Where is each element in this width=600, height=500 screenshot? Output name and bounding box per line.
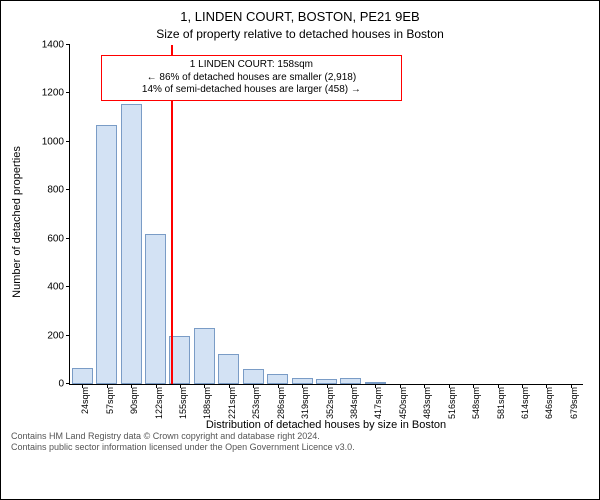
y-tick-label: 1000 <box>42 136 70 147</box>
x-tick-mark <box>204 384 205 388</box>
x-axis-label: Distribution of detached houses by size … <box>69 419 583 431</box>
x-tick-mark <box>424 384 425 388</box>
x-tick-label: 646sqm <box>544 387 554 419</box>
histogram-bar <box>218 354 239 384</box>
y-tick-mark <box>66 335 70 336</box>
y-tick-mark <box>66 286 70 287</box>
x-tick-mark <box>400 384 401 388</box>
y-tick-label: 600 <box>47 233 70 244</box>
x-tick-mark <box>571 384 572 388</box>
x-tick-label: 417sqm <box>373 387 383 419</box>
footer-line-2: Contains public sector information licen… <box>11 442 589 453</box>
chart-title: 1, LINDEN COURT, BOSTON, PE21 9EB <box>11 9 589 25</box>
y-tick-mark <box>66 238 70 239</box>
x-tick-mark <box>180 384 181 388</box>
x-tick-mark <box>351 384 352 388</box>
x-tick-label: 516sqm <box>447 387 457 419</box>
x-tick-mark <box>107 384 108 388</box>
histogram-bar <box>365 382 386 384</box>
plot-area: 020040060080010001200140024sqm57sqm90sqm… <box>69 45 583 385</box>
x-tick-mark <box>522 384 523 388</box>
x-tick-label: 90sqm <box>129 387 139 414</box>
x-tick-label: 155sqm <box>178 387 188 419</box>
y-tick-mark <box>66 92 70 93</box>
x-tick-mark <box>156 384 157 388</box>
y-axis-label: Number of detached properties <box>11 146 23 298</box>
histogram-bar <box>243 369 264 384</box>
x-tick-label: 581sqm <box>496 387 506 419</box>
x-tick-label: 450sqm <box>398 387 408 419</box>
x-tick-mark <box>82 384 83 388</box>
y-tick-mark <box>66 189 70 190</box>
histogram-bar <box>194 328 215 384</box>
histogram-bar <box>340 378 361 384</box>
y-tick-mark <box>66 383 70 384</box>
y-tick-label: 200 <box>47 330 70 341</box>
x-tick-mark <box>253 384 254 388</box>
x-tick-mark <box>327 384 328 388</box>
x-tick-mark <box>375 384 376 388</box>
figure-container: 1, LINDEN COURT, BOSTON, PE21 9EB Size o… <box>0 0 600 500</box>
x-tick-label: 253sqm <box>251 387 261 419</box>
histogram-bar <box>169 336 190 384</box>
y-tick-mark <box>66 141 70 142</box>
y-tick-label: 800 <box>47 185 70 196</box>
chart-subtitle: Size of property relative to detached ho… <box>11 27 589 41</box>
x-tick-mark <box>302 384 303 388</box>
y-tick-label: 0 <box>58 378 70 389</box>
x-tick-mark <box>278 384 279 388</box>
x-tick-label: 483sqm <box>422 387 432 419</box>
x-tick-label: 614sqm <box>520 387 530 419</box>
footer-line-1: Contains HM Land Registry data © Crown c… <box>11 431 589 442</box>
annotation-box: 1 LINDEN COURT: 158sqm← 86% of detached … <box>101 55 402 101</box>
y-tick-label: 400 <box>47 282 70 293</box>
y-tick-label: 1200 <box>42 88 70 99</box>
x-tick-label: 679sqm <box>569 387 579 419</box>
annotation-line: 1 LINDEN COURT: 158sqm <box>108 59 395 72</box>
x-tick-label: 352sqm <box>325 387 335 419</box>
histogram-bar <box>267 374 288 384</box>
x-tick-mark <box>449 384 450 388</box>
x-tick-label: 122sqm <box>154 387 164 419</box>
x-tick-mark <box>131 384 132 388</box>
histogram-bar <box>96 125 117 384</box>
chart-area: 020040060080010001200140024sqm57sqm90sqm… <box>69 45 583 425</box>
x-tick-label: 384sqm <box>349 387 359 419</box>
x-tick-label: 286sqm <box>276 387 286 419</box>
x-tick-label: 24sqm <box>80 387 90 414</box>
x-tick-label: 188sqm <box>202 387 212 419</box>
x-tick-label: 548sqm <box>471 387 481 419</box>
x-tick-label: 319sqm <box>300 387 310 419</box>
annotation-line: 14% of semi-detached houses are larger (… <box>108 84 395 97</box>
x-tick-mark <box>546 384 547 388</box>
histogram-bar <box>292 378 313 384</box>
x-tick-mark <box>498 384 499 388</box>
annotation-line: ← 86% of detached houses are smaller (2,… <box>108 72 395 85</box>
y-axis-label-wrap: Number of detached properties <box>11 1 23 443</box>
x-tick-mark <box>473 384 474 388</box>
y-tick-label: 1400 <box>42 39 70 50</box>
x-tick-label: 221sqm <box>227 387 237 419</box>
histogram-bar <box>316 379 337 384</box>
x-tick-label: 57sqm <box>105 387 115 414</box>
histogram-bar <box>145 234 166 384</box>
y-tick-mark <box>66 44 70 45</box>
footer: Contains HM Land Registry data © Crown c… <box>11 431 589 454</box>
x-tick-mark <box>229 384 230 388</box>
histogram-bar <box>121 104 142 384</box>
histogram-bar <box>72 368 93 384</box>
